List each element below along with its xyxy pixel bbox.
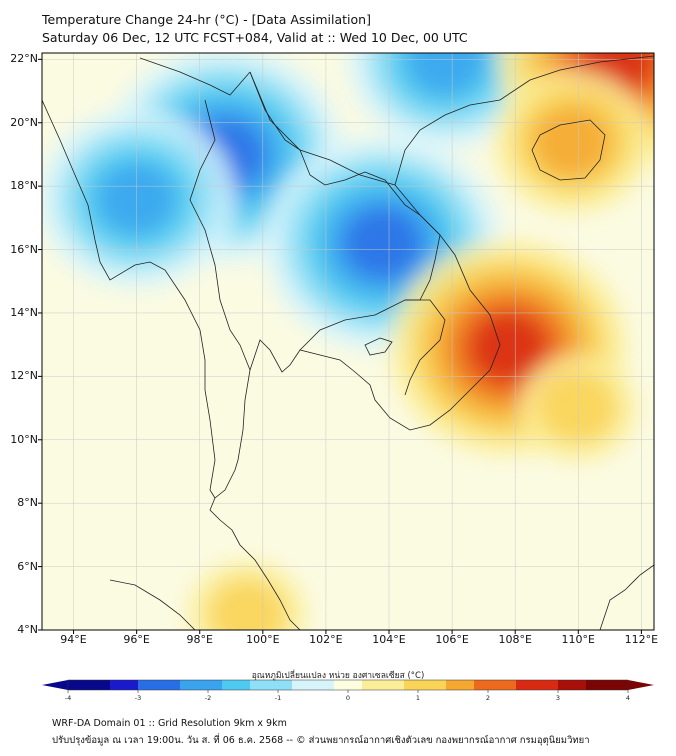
lat-label: 14°N	[10, 305, 38, 319]
colorbar-tick-label: 3	[555, 694, 561, 702]
colorbar-cell	[306, 680, 321, 690]
colorbar-cell	[320, 680, 335, 690]
map-title: Temperature Change 24-hr (°C) - [Data As…	[42, 12, 371, 27]
colorbar-tick-label: 1	[415, 694, 421, 702]
lat-label: 6°N	[17, 559, 38, 573]
lon-label: 102°E	[309, 633, 343, 646]
colorbar-cell	[516, 680, 531, 690]
border-thailand-cambodia	[299, 299, 446, 396]
colorbar-cell	[432, 680, 447, 690]
lon-label: 96°E	[123, 633, 150, 646]
lon-label: 110°E	[561, 633, 595, 646]
colorbar-cell	[572, 680, 587, 690]
colorbar-cell	[82, 680, 97, 690]
colorbar-cell	[180, 680, 195, 690]
colorbar-cell	[502, 680, 517, 690]
colorbar-cell	[460, 680, 475, 690]
colorbar-cell	[586, 680, 601, 690]
anomaly-warm-central-highlands-level-4	[469, 311, 549, 384]
border-myanmar-thailand	[189, 99, 251, 371]
colorbar-tick-label: -2	[204, 694, 212, 702]
colorbar-tick-label: 2	[485, 694, 491, 702]
colorbar-cell	[68, 680, 83, 690]
colorbar-cell	[236, 680, 251, 690]
lon-label: 106°E	[435, 633, 469, 646]
colorbar-cell	[600, 680, 615, 690]
colorbar-cell	[292, 680, 307, 690]
colorbar-cell	[558, 680, 573, 690]
lon-label: 100°E	[246, 633, 280, 646]
colorbar-cell	[474, 680, 489, 690]
map-field	[42, 53, 654, 630]
lon-label: 94°E	[60, 633, 87, 646]
colorbar-cell	[362, 680, 377, 690]
lat-label: 22°N	[10, 52, 38, 66]
footer-credit: ปรับปรุงข้อมูล ณ เวลา 19:00น. วัน ส. ที่…	[52, 735, 590, 746]
lon-label: 98°E	[186, 633, 213, 646]
colorbar-low-extend	[42, 680, 68, 690]
lon-label: 104°E	[372, 633, 406, 646]
anomaly-cold-gulf-vietnam-north-level-3	[406, 53, 486, 96]
colorbar-cell	[446, 680, 461, 690]
map-frame	[41, 52, 655, 631]
colorbar-cell	[124, 680, 139, 690]
colorbar-cell	[530, 680, 545, 690]
coastline-myanmar-west	[42, 99, 216, 499]
colorbar-cell	[614, 680, 629, 690]
colorbar-tick-label: -3	[134, 694, 142, 702]
colorbar-cell	[376, 680, 391, 690]
colorbar-cell	[110, 680, 125, 690]
coastline-vietnam-north	[394, 55, 654, 186]
lon-label: 112°E	[624, 633, 659, 646]
lat-label: 16°N	[10, 242, 38, 256]
lat-label: 18°N	[10, 179, 38, 193]
colorbar-cell	[418, 680, 433, 690]
colorbar-cell	[488, 680, 503, 690]
colorbar-cell	[222, 680, 237, 690]
border-china-myanmar	[139, 57, 251, 96]
colorbar-cell	[194, 680, 209, 690]
colorbar-cell	[208, 680, 223, 690]
colorbar-title: อุณหภูมิเปลี่ยนแปลง หน่วย องศาเซลเซียส (…	[251, 671, 425, 681]
map-subtitle: Saturday 06 Dec, 12 UTC FCST+084, Valid …	[42, 30, 468, 45]
border-thailand-laos	[249, 71, 441, 301]
lat-label: 4°N	[17, 623, 38, 636]
lake-tonle-sap	[364, 337, 393, 356]
colorbar-cell	[404, 680, 419, 690]
colorbar-cell	[544, 680, 559, 690]
colorbar-cell	[138, 680, 153, 690]
colorbar-cell	[334, 680, 349, 690]
lat-label: 20°N	[10, 115, 38, 129]
lon-label: 108°E	[498, 633, 532, 646]
colorbar-cell	[348, 680, 363, 690]
colorbar-cell	[264, 680, 279, 690]
colorbar-tick-label: -4	[64, 694, 72, 702]
colorbar	[42, 679, 654, 693]
colorbar-cell	[152, 680, 167, 690]
coastline-borneo	[599, 564, 654, 630]
coastline-sumatra	[109, 579, 196, 630]
colorbar-cell	[278, 680, 293, 690]
colorbar-tick-label: -1	[274, 694, 282, 702]
coastline-indochina	[209, 71, 501, 630]
colorbar-cell	[250, 680, 265, 690]
lat-label: 10°N	[10, 432, 38, 446]
coastlines-borders	[42, 55, 654, 630]
footer-model-info: WRF-DA Domain 01 :: Grid Resolution 9km …	[52, 718, 287, 729]
anomaly-warm-sumatra-level-1	[207, 578, 287, 630]
colorbar-cell	[96, 680, 111, 690]
colorbar-cell	[166, 680, 181, 690]
colorbar-tick-label: 0	[345, 694, 351, 702]
lat-label: 8°N	[17, 496, 38, 510]
colorbar-tick-label: 4	[625, 694, 631, 702]
anomaly-warm-hainan-level-2	[532, 105, 612, 178]
anomaly-cold-laos-thailand-ne-level-4	[343, 207, 423, 280]
coastline-hainan	[531, 119, 606, 181]
colorbar-high-extend	[628, 680, 654, 690]
colorbar-cell	[390, 680, 405, 690]
lat-label: 12°N	[10, 369, 38, 383]
